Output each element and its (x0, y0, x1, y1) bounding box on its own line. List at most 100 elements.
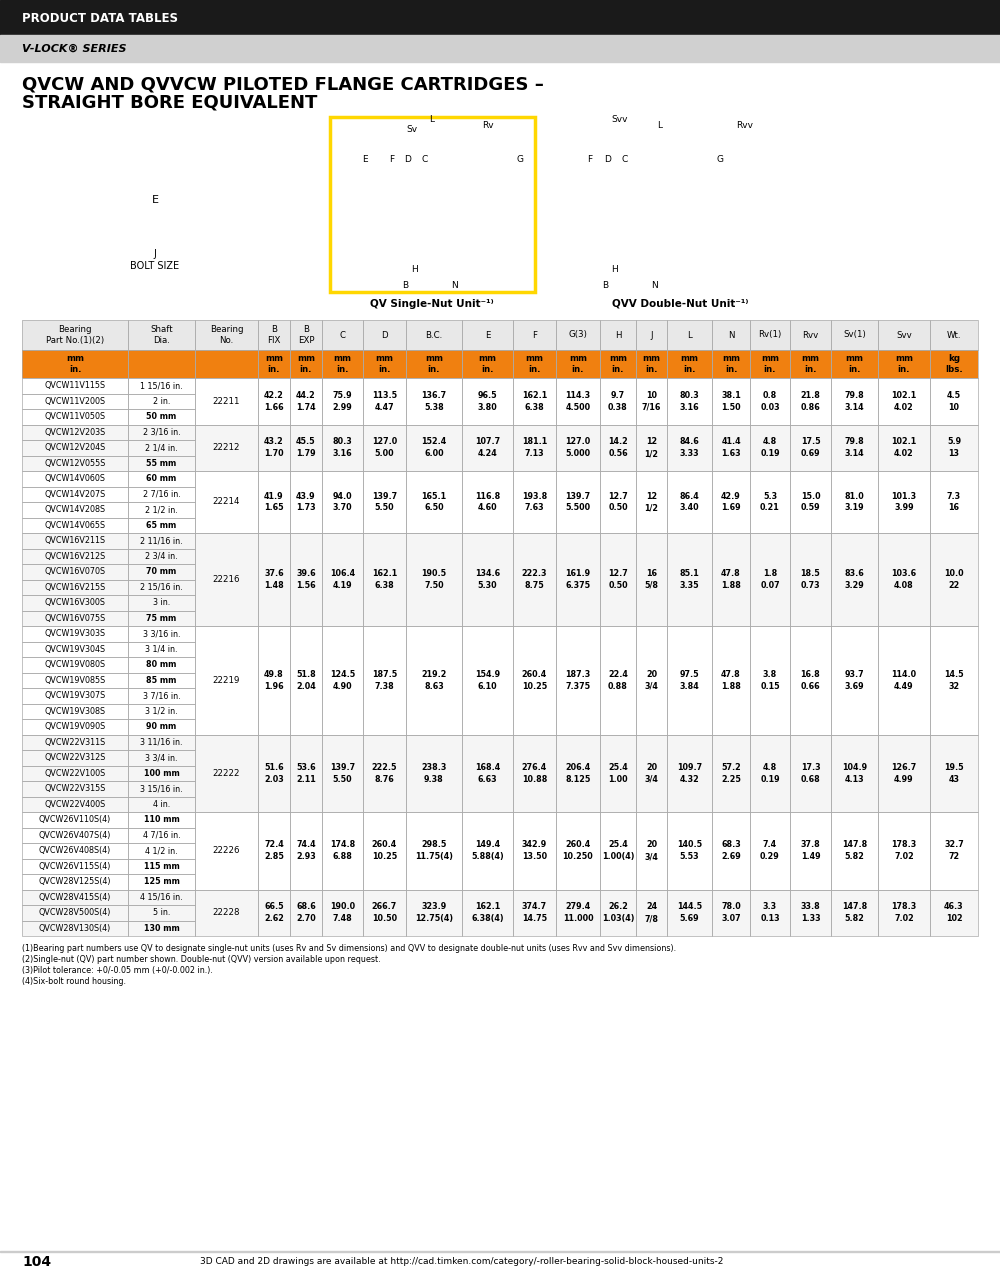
Text: mm
in.: mm in. (66, 355, 84, 374)
Bar (22, 735, 128, 750)
Bar (363, 890, 406, 936)
Bar (22, 580, 128, 595)
Bar (600, 471, 636, 532)
Text: PRODUCT DATA TABLES: PRODUCT DATA TABLES (22, 12, 178, 24)
Bar (878, 471, 930, 532)
Text: 25.4
1.00: 25.4 1.00 (608, 763, 628, 783)
Text: QVCW14V065S: QVCW14V065S (44, 521, 106, 530)
Bar (290, 890, 322, 936)
Bar (22, 486, 128, 502)
Bar (600, 890, 636, 936)
Bar (128, 750, 195, 765)
Bar (290, 735, 322, 812)
Bar (363, 532, 406, 626)
Text: D: D (381, 330, 388, 339)
Bar (556, 890, 600, 936)
Bar (128, 517, 195, 532)
Text: 3D CAD and 2D drawings are available at http://cad.timken.com/category/-roller-b: 3D CAD and 2D drawings are available at … (200, 1257, 723, 1266)
Bar (878, 532, 930, 626)
Text: 60 mm: 60 mm (146, 475, 177, 484)
Text: 113.5
4.47: 113.5 4.47 (372, 390, 397, 412)
Text: 43.2
1.70: 43.2 1.70 (264, 438, 284, 458)
Bar (322, 532, 363, 626)
Bar (22, 425, 128, 440)
Bar (790, 425, 831, 471)
Bar (258, 378, 290, 425)
Text: QVCW22V400S: QVCW22V400S (44, 800, 106, 809)
Text: 4 1/2 in.: 4 1/2 in. (145, 846, 178, 855)
Bar (22, 486, 128, 502)
Bar (363, 320, 406, 349)
Text: 2 15/16 in.: 2 15/16 in. (140, 582, 183, 591)
Bar (128, 580, 195, 595)
Text: 116.8
4.60: 116.8 4.60 (475, 492, 500, 512)
Bar (195, 890, 258, 936)
Bar (128, 765, 195, 781)
Bar (22, 905, 128, 920)
Bar (22, 440, 128, 456)
Text: 16
5/8: 16 5/8 (644, 570, 658, 590)
Text: Svv: Svv (896, 330, 912, 339)
Bar (22, 796, 128, 812)
Bar (128, 735, 195, 750)
Bar (878, 320, 930, 349)
Text: 75.9
2.99: 75.9 2.99 (333, 390, 352, 412)
Bar (667, 890, 712, 936)
Text: 80 mm: 80 mm (146, 660, 177, 669)
Bar (22, 564, 128, 580)
Text: H: H (412, 265, 418, 274)
Text: QVCW14V060S: QVCW14V060S (44, 475, 106, 484)
Text: F: F (587, 155, 593, 165)
Text: 57.2
2.25: 57.2 2.25 (721, 763, 741, 783)
Bar (22, 844, 128, 859)
Bar (322, 812, 363, 890)
Bar (22, 765, 128, 781)
Bar (290, 320, 322, 349)
Text: 70 mm: 70 mm (146, 567, 177, 576)
Text: D: D (405, 155, 411, 165)
Text: 85.1
3.35: 85.1 3.35 (680, 570, 699, 590)
Text: mm
in.: mm in. (680, 355, 698, 374)
Bar (22, 595, 128, 611)
Text: 2 7/16 in.: 2 7/16 in. (143, 490, 180, 499)
Text: QVCW14V208S: QVCW14V208S (44, 506, 106, 515)
Bar (258, 626, 290, 735)
Text: G: G (716, 155, 724, 165)
Text: 165.1
6.50: 165.1 6.50 (421, 492, 447, 512)
Text: QVCW16V075S: QVCW16V075S (44, 613, 106, 623)
Bar (667, 425, 712, 471)
Text: 222.3
8.75: 222.3 8.75 (522, 570, 547, 590)
Bar (128, 812, 195, 827)
Text: 162.1
6.38: 162.1 6.38 (522, 390, 547, 412)
Bar (462, 532, 513, 626)
Text: Rv: Rv (482, 120, 494, 129)
Text: 79.8
3.14: 79.8 3.14 (845, 438, 864, 458)
Text: 187.3
7.375: 187.3 7.375 (565, 669, 591, 691)
Bar (513, 425, 556, 471)
Bar (600, 812, 636, 890)
Bar (556, 349, 600, 378)
Text: 22211: 22211 (213, 397, 240, 406)
Bar (128, 920, 195, 936)
Text: mm
in.: mm in. (376, 355, 394, 374)
Bar (128, 349, 195, 378)
Bar (128, 765, 195, 781)
Bar (930, 626, 978, 735)
Bar (930, 471, 978, 532)
Bar (930, 378, 978, 425)
Text: 104: 104 (22, 1254, 51, 1268)
Bar (258, 320, 290, 349)
Text: 20
3/4: 20 3/4 (645, 763, 658, 783)
Text: mm
in.: mm in. (846, 355, 864, 374)
Bar (258, 320, 290, 349)
Text: 66.5
2.62: 66.5 2.62 (264, 902, 284, 923)
Bar (22, 735, 128, 750)
Text: 127.0
5.00: 127.0 5.00 (372, 438, 397, 458)
Bar (322, 425, 363, 471)
Bar (128, 393, 195, 410)
Bar (750, 626, 790, 735)
Bar (556, 532, 600, 626)
Bar (22, 626, 128, 641)
Bar (462, 626, 513, 735)
Bar (22, 517, 128, 532)
